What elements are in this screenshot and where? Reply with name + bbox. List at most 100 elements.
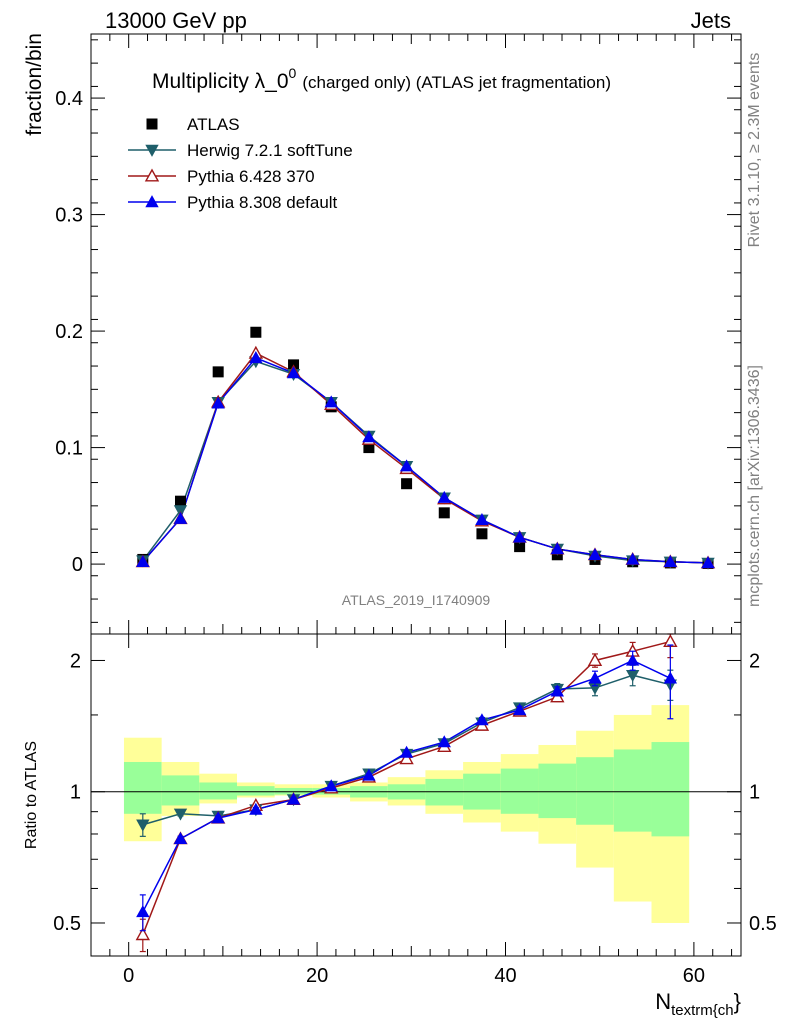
series-line xyxy=(142,356,709,564)
green-band xyxy=(161,775,200,806)
ratio-data-point xyxy=(550,684,564,697)
rivet-label: Rivet 3.1.10, ≥ 2.3M events xyxy=(746,53,763,248)
ratio-data-point xyxy=(135,927,151,941)
data-point xyxy=(324,395,338,408)
legend-label: Herwig 7.2.1 softTune xyxy=(187,141,353,160)
data-point xyxy=(174,495,186,507)
data-point xyxy=(211,396,225,409)
ratio-data-point xyxy=(437,735,451,748)
legend-marker xyxy=(145,144,159,157)
legend-label: Pythia 6.428 370 xyxy=(187,167,315,186)
data-point xyxy=(363,442,375,454)
data-point xyxy=(399,459,414,472)
legend-label: Pythia 8.308 default xyxy=(187,193,338,212)
ratio-y-tick-label: 0.5 xyxy=(53,913,81,935)
green-band xyxy=(237,786,275,796)
title-main: Multiplicity λ_0 xyxy=(152,70,289,93)
x-tick-label: 0 xyxy=(123,965,134,987)
main-y-tick-label: 0 xyxy=(72,554,83,576)
main-y-tick-label: 0.1 xyxy=(55,438,83,460)
data-point xyxy=(625,552,640,565)
x-axis-label: Ntextrm{ch} xyxy=(655,989,741,1019)
ratio-data-point xyxy=(136,905,150,918)
data-point xyxy=(512,530,527,543)
ratio-data-point xyxy=(512,703,527,716)
ratio-data-point xyxy=(286,792,301,805)
data-point xyxy=(550,542,564,555)
series-line xyxy=(142,352,709,564)
green-band xyxy=(500,768,539,814)
ratio-y-axis-label: Ratio to ATLAS xyxy=(23,741,40,849)
green-band xyxy=(613,749,652,832)
ratio-data-point xyxy=(588,671,602,684)
data-point xyxy=(362,430,376,443)
legend-marker xyxy=(145,195,159,208)
ratio-y-tick-label-right: 1 xyxy=(749,782,760,804)
ratio-data-point xyxy=(173,808,188,821)
green-band xyxy=(538,763,577,819)
main-y-axis-label: fraction/bin xyxy=(23,33,46,136)
data-point xyxy=(249,351,263,364)
ratio-y-ticks: 0.5 0.5 1 1 2 2 xyxy=(53,650,777,935)
x-axis-label-sub: textrm{ch xyxy=(671,1002,734,1019)
ratio-plot-panel: 0.5 0.5 1 1 2 2 0 20 40 60 Ratio to ATLAS Ntextr… xyxy=(23,633,777,1019)
data-point xyxy=(173,511,188,524)
ratio-plot-marks xyxy=(135,633,678,953)
ratio-data-point xyxy=(399,745,414,758)
main-y-ticks: 0 0.1 0.2 0.3 0.4 xyxy=(55,34,741,634)
x-axis-label-tail: } xyxy=(734,989,741,1014)
ratio-data-point xyxy=(136,819,150,832)
data-point xyxy=(588,547,602,560)
data-point xyxy=(401,478,413,490)
ratio-data-point xyxy=(587,653,603,666)
ratio-plot-frame xyxy=(90,633,742,957)
data-point xyxy=(514,541,526,553)
main-y-tick-label: 0.3 xyxy=(55,205,83,227)
ratio-y-tick-label: 1 xyxy=(70,782,81,804)
mcplots-label: mcplots.cern.ch [arXiv:1306.3436] xyxy=(746,365,763,607)
ratio-y-tick-label-right: 0.5 xyxy=(749,913,777,935)
ratio-data-point xyxy=(173,831,188,844)
ratio-data-point xyxy=(663,671,678,684)
energy-label: 13000 GeV pp xyxy=(105,8,247,33)
ratio-uncertainty-bands xyxy=(123,705,690,923)
ratio-data-point xyxy=(249,802,263,815)
ratio-data-point xyxy=(399,751,414,765)
main-y-tick-label: 0.4 xyxy=(55,88,83,110)
ratio-y-tick-label-right: 2 xyxy=(749,650,760,672)
x-tick-label: 40 xyxy=(494,965,516,987)
ratio-data-point xyxy=(211,811,225,824)
plot-title: Multiplicity λ_00 (charged only) (ATLAS j… xyxy=(152,65,611,93)
main-plot-panel: 0 0.1 0.2 0.3 0.4 fraction/bin Multiplicity … xyxy=(23,33,742,635)
legend-marker xyxy=(144,168,160,182)
title-superscript: 0 xyxy=(289,65,297,81)
x-tick-label: 60 xyxy=(683,965,705,987)
data-point xyxy=(475,513,489,526)
ratio-data-point xyxy=(324,779,338,792)
ratio-y-tick-label: 2 xyxy=(70,650,81,672)
data-point xyxy=(250,326,262,338)
svg-text:Multiplicity λ_00(charged only: Multiplicity λ_00 (charged only) (ATLAS j… xyxy=(152,65,611,93)
data-point xyxy=(701,556,715,569)
green-band xyxy=(123,761,162,814)
green-band xyxy=(651,742,690,837)
data-point xyxy=(438,507,450,519)
title-tail: (charged only) (ATLAS jet fragmentation) xyxy=(302,73,611,92)
analysis-watermark: ATLAS_2019_I1740909 xyxy=(342,592,491,608)
green-band xyxy=(199,782,238,800)
legend: ATLAS Herwig 7.2.1 softTune Pythia 6.428 3… xyxy=(128,115,353,212)
data-point xyxy=(212,366,224,378)
data-point xyxy=(136,554,150,567)
data-point xyxy=(173,505,188,518)
main-y-tick-label: 0.2 xyxy=(55,321,83,343)
ratio-data-point xyxy=(475,713,489,726)
legend-marker xyxy=(146,118,158,130)
jets-label: Jets xyxy=(691,8,731,33)
ratio-data-point xyxy=(362,768,376,781)
data-point xyxy=(437,490,451,503)
data-point xyxy=(476,528,488,540)
x-tick-label: 20 xyxy=(306,965,328,987)
legend-label: ATLAS xyxy=(187,115,240,134)
x-axis-label-main: N xyxy=(655,989,671,1014)
